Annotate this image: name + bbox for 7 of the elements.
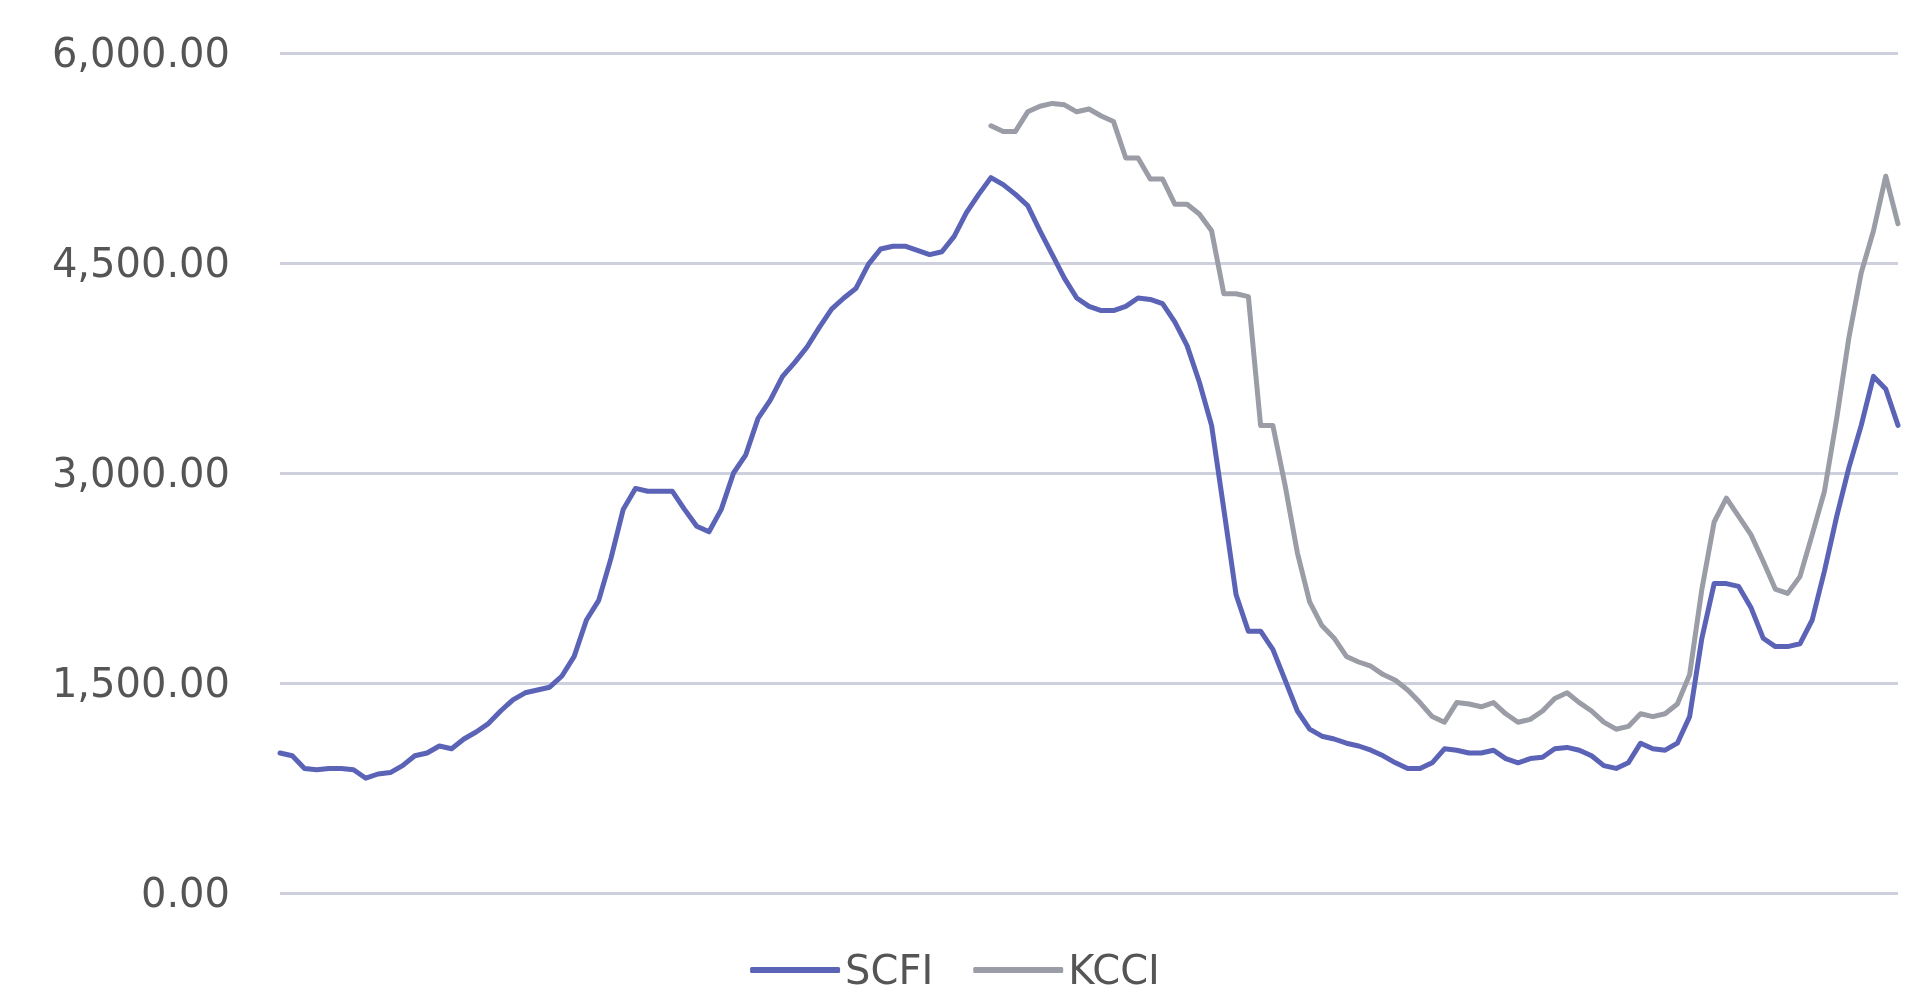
y-tick-label: 0.00 [140,870,230,916]
legend-label: KCCI [1068,947,1160,993]
y-tick-label: 6,000.00 [51,30,230,76]
legend-label: SCFI [845,947,934,993]
y-tick-label: 1,500.00 [51,660,230,706]
y-tick-label: 4,500.00 [51,240,230,286]
y-tick-label: 3,000.00 [51,450,230,496]
